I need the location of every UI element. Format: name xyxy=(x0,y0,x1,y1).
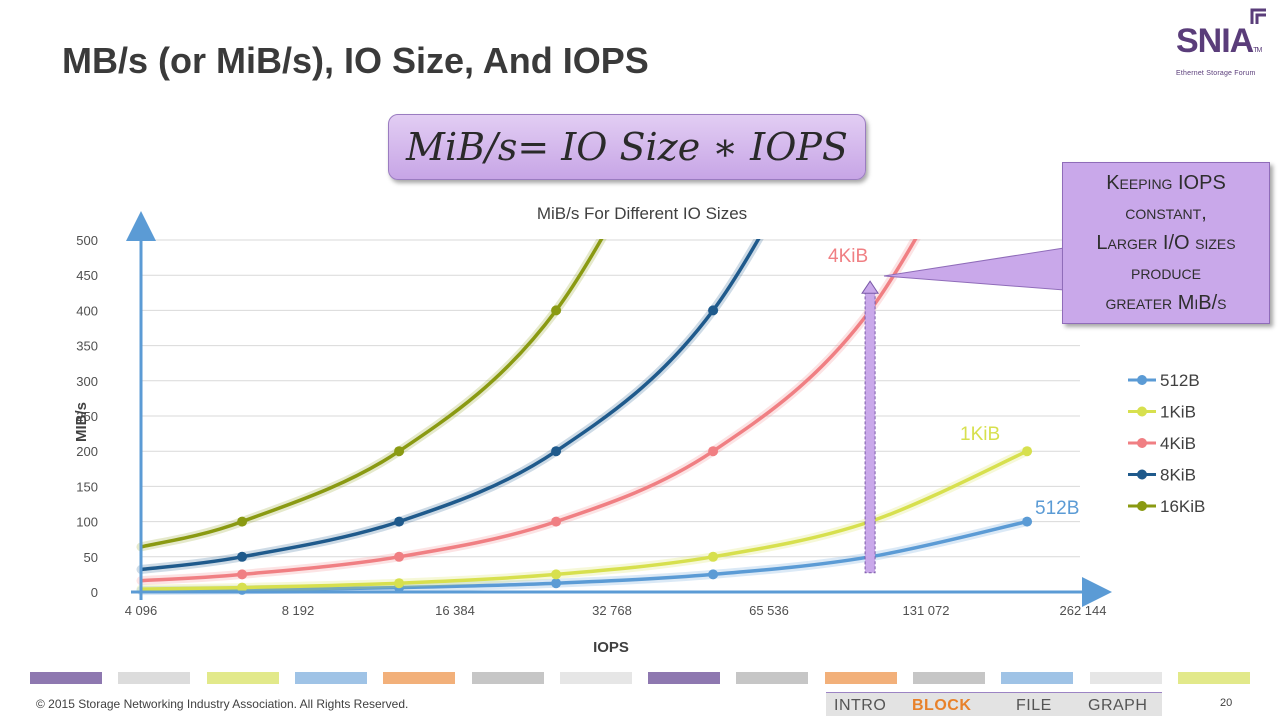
callout-box: Keeping IOPS constant, Larger I/O sizes … xyxy=(1062,162,1270,324)
y-tick-label: 200 xyxy=(76,444,98,459)
data-point-16KiB xyxy=(551,305,562,316)
x-tick-label: 262 144 xyxy=(1060,603,1107,618)
data-point-4KiB xyxy=(551,516,562,527)
x-tick-label: 131 072 xyxy=(903,603,950,618)
color-strip-segment xyxy=(1001,672,1074,684)
x-tick-label: 16 384 xyxy=(435,603,475,618)
legend-swatch-marker xyxy=(1137,501,1147,511)
data-point-8KiB xyxy=(394,516,405,527)
legend-swatch-marker xyxy=(1137,375,1147,385)
color-strip-segment xyxy=(559,672,632,684)
data-point-8KiB xyxy=(708,305,719,316)
color-strip-segment xyxy=(736,672,809,684)
callout-line: Keeping IOPS xyxy=(1106,172,1226,194)
callout-line: constant, xyxy=(1125,202,1207,224)
y-tick-label: 400 xyxy=(76,303,98,318)
data-point-16KiB xyxy=(237,516,248,527)
data-point-4KiB xyxy=(237,569,248,580)
color-strip-segment xyxy=(648,672,721,684)
x-tick-label: 32 768 xyxy=(592,603,632,618)
data-point-16KiB xyxy=(394,446,405,457)
color-strip-segment xyxy=(118,672,191,684)
data-point-8KiB xyxy=(237,551,248,562)
y-tick-label: 250 xyxy=(76,409,98,424)
x-tick-label: 65 536 xyxy=(749,603,789,618)
data-point-8KiB xyxy=(551,446,562,457)
nav-item-graph[interactable]: GRAPH xyxy=(1088,697,1148,714)
color-strip-bar xyxy=(30,672,1252,684)
color-strip-segment xyxy=(383,672,456,684)
color-strip-segment xyxy=(824,672,897,684)
nav-item-intro[interactable]: INTRO xyxy=(834,697,887,714)
page-number: 20 xyxy=(1220,697,1233,709)
x-tick-label: 8 192 xyxy=(282,603,315,618)
legend-label: 4KiB xyxy=(1160,434,1196,453)
data-point-1KiB xyxy=(1022,446,1033,457)
data-point-4KiB xyxy=(708,446,719,457)
data-point-512B xyxy=(1022,516,1033,527)
color-strip-segment xyxy=(294,672,367,684)
y-tick-label: 150 xyxy=(76,479,98,494)
color-strip-segment xyxy=(1089,672,1162,684)
data-point-1KiB xyxy=(237,582,248,593)
series-glow xyxy=(136,239,764,574)
chart-title: MiB/s For Different IO Sizes xyxy=(537,204,747,223)
color-strip-segment xyxy=(1177,672,1250,684)
series-glow xyxy=(136,239,607,552)
data-point-1KiB xyxy=(708,551,719,562)
legend-swatch-marker xyxy=(1137,438,1147,448)
color-strip-segment xyxy=(30,672,102,684)
series-glow xyxy=(136,239,921,586)
legend-label: 8KiB xyxy=(1160,466,1196,485)
y-tick-label: 500 xyxy=(76,233,98,248)
callout-line: greater MiB/s xyxy=(1105,292,1227,314)
slide-title: MB/s (or MiB/s), IO Size, And IOPS xyxy=(62,40,649,81)
copyright-text: © 2015 Storage Networking Industry Assoc… xyxy=(36,697,409,711)
legend-swatch-marker xyxy=(1137,406,1147,417)
series-end-label: 4KiB xyxy=(828,246,868,267)
data-point-4KiB xyxy=(394,551,405,562)
y-tick-label: 0 xyxy=(91,585,98,600)
legend-swatch-marker xyxy=(1137,469,1147,480)
series-end-label: 512B xyxy=(1035,498,1079,519)
nav-item-file[interactable]: FILE xyxy=(1016,697,1052,714)
logo-corner-icon xyxy=(1250,8,1266,24)
snia-logo: SNIATM Ethernet Storage Forum xyxy=(1176,8,1268,77)
data-point-1KiB xyxy=(394,578,405,589)
data-point-512B xyxy=(708,569,719,580)
section-nav: INTRO BLOCK FILE GRAPH xyxy=(826,692,1162,716)
series-end-label: 1KiB xyxy=(960,424,1000,445)
series-line-8KiB xyxy=(140,239,761,572)
data-point-512B xyxy=(551,578,562,589)
legend-label: 16KiB xyxy=(1160,497,1205,516)
highlight-arrow-shaft xyxy=(864,290,876,574)
y-axis-label: MIB/s xyxy=(73,402,90,442)
logo-subtitle: Ethernet Storage Forum xyxy=(1176,70,1256,77)
logo-text: SNIATM xyxy=(1176,22,1262,60)
y-tick-label: 450 xyxy=(76,268,98,283)
y-tick-label: 300 xyxy=(76,374,98,389)
legend-label: 512B xyxy=(1160,371,1200,390)
y-tick-label: 350 xyxy=(76,339,98,354)
series-line-16KiB xyxy=(140,239,604,549)
nav-item-block[interactable]: BLOCK xyxy=(912,697,972,714)
legend-label: 1KiB xyxy=(1160,403,1196,422)
color-strip-segment xyxy=(471,672,544,684)
color-strip-segment xyxy=(206,672,279,684)
series-line-4KiB xyxy=(140,239,918,583)
callout-line: Larger I/O sizes xyxy=(1096,232,1236,254)
x-axis-label: IOPS xyxy=(593,639,629,656)
color-strip-segment xyxy=(913,672,985,684)
formula-box: MiB/s= IO Size ∗ IOPS xyxy=(388,114,866,180)
y-tick-label: 50 xyxy=(84,550,98,565)
callout-line: produce xyxy=(1130,262,1201,284)
data-point-1KiB xyxy=(551,569,562,580)
highlight-arrow-head xyxy=(861,280,880,294)
y-tick-label: 100 xyxy=(76,515,98,530)
x-tick-label: 4 096 xyxy=(125,603,158,618)
